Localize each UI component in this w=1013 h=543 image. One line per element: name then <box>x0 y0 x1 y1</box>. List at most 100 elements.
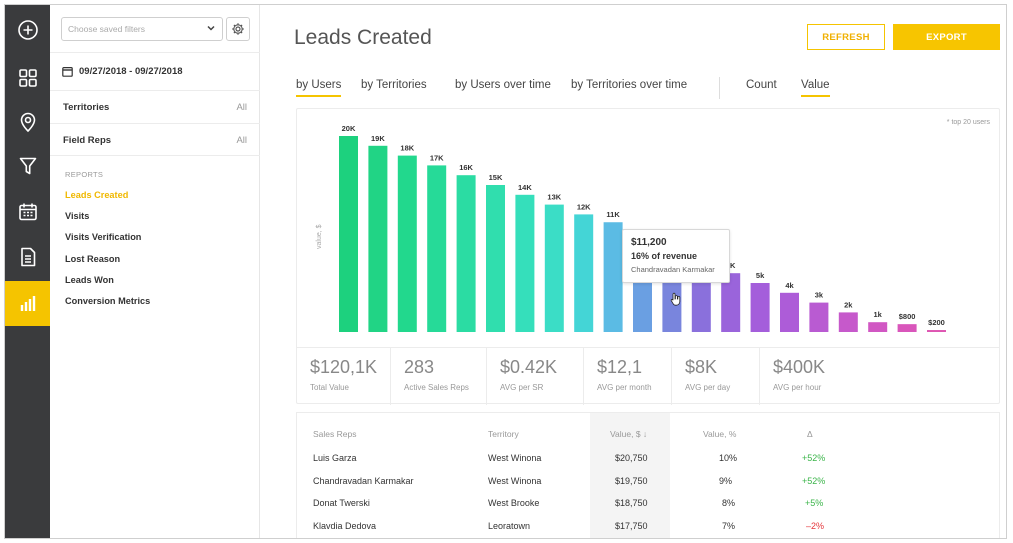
location-pin-icon[interactable] <box>5 101 50 143</box>
chart-bar[interactable] <box>368 145 388 332</box>
tab-by-users-over-time[interactable]: by Users over time <box>455 79 551 91</box>
tab-separator <box>719 77 720 99</box>
bar-value-label: 17K <box>430 153 444 162</box>
dashboard-icon[interactable] <box>5 57 50 99</box>
cell-delta: –2% <box>806 521 825 531</box>
cell-value: $18,750 <box>615 498 648 508</box>
kpi-value: $8K <box>685 357 718 377</box>
chart-bar[interactable] <box>515 194 535 332</box>
date-range-picker[interactable]: 09/27/2018 - 09/27/2018 <box>50 52 260 90</box>
cell-territory: West Brooke <box>488 498 540 508</box>
chart-bar[interactable] <box>486 185 505 332</box>
column-header-delta[interactable]: Δ <box>807 429 813 439</box>
add-icon[interactable] <box>5 9 50 51</box>
bar-chart-icon[interactable] <box>5 281 50 326</box>
cell-rep: Chandravadan Karmakar <box>313 476 414 486</box>
tooltip-share: 16% of revenue <box>631 251 698 261</box>
chart-bar[interactable] <box>809 302 829 332</box>
cell-delta: +5% <box>805 498 824 508</box>
chat-icon[interactable] <box>5 525 50 538</box>
tab-count[interactable]: Count <box>746 79 777 91</box>
app-window: Choose saved filters 09/27/2018 - 09/27/… <box>4 4 1007 539</box>
kpi-avg-per-day: $8K AVG per day <box>672 348 760 405</box>
chart-bar[interactable] <box>721 273 741 332</box>
bar-value-label: 18K <box>400 144 414 153</box>
table-row[interactable]: Luis Garza West Winona $20,750 10% +52% <box>297 453 999 476</box>
tab-by-users[interactable]: by Users <box>296 79 342 97</box>
filter-icon[interactable] <box>5 145 50 187</box>
chart-bar[interactable] <box>544 204 564 332</box>
column-header-value-pct[interactable]: Value, % <box>703 429 737 439</box>
report-link-visits[interactable]: Visits <box>65 211 90 222</box>
kpi-value: $400K <box>773 357 826 377</box>
chart-bar[interactable] <box>339 136 358 332</box>
column-header-value[interactable]: Value, $ ↓ <box>610 429 648 439</box>
bar-value-label: 1k <box>874 310 883 319</box>
cell-delta: +52% <box>802 476 826 486</box>
chart-bar[interactable] <box>897 324 917 332</box>
chart-bar[interactable] <box>603 222 623 332</box>
report-link-conversion-metrics[interactable]: Conversion Metrics <box>65 295 151 306</box>
chart-bar[interactable] <box>456 175 476 332</box>
kpi-row: $120,1K Total Value 283 Active Sales Rep… <box>297 347 999 405</box>
date-range-text: 09/27/2018 - 09/27/2018 <box>79 66 183 77</box>
cell-pct: 10% <box>719 453 738 463</box>
chart-bar[interactable] <box>927 330 946 332</box>
tab-value[interactable]: Value <box>801 79 830 97</box>
bar-value-label: 2k <box>844 300 853 309</box>
territories-filter[interactable]: Territories All <box>50 90 260 123</box>
sorted-column-highlight <box>590 413 670 538</box>
chart-bar[interactable] <box>397 155 417 332</box>
tab-by-territories-over-time[interactable]: by Territories over time <box>571 79 688 91</box>
cell-territory: West Winona <box>488 476 542 486</box>
filter-settings-button[interactable] <box>226 17 250 41</box>
chart-note: * top 20 users <box>946 119 990 126</box>
report-link-lost-reason[interactable]: Lost Reason <box>65 253 121 264</box>
kpi-avg-per-hour: $400K AVG per hour <box>760 348 999 405</box>
report-link-leads-won[interactable]: Leads Won <box>65 274 114 285</box>
bar-value-label: 13K <box>547 193 561 202</box>
tooltip-name: Chandravadan Karmakar <box>631 265 715 274</box>
chart-tooltip: $11,200 16% of revenue Chandravadan Karm… <box>622 229 730 283</box>
field-reps-label: Field Reps <box>63 134 112 146</box>
report-link-visits-verification[interactable]: Visits Verification <box>65 232 142 243</box>
table-row[interactable]: Donat Twerski West Brooke $18,750 8% +5% <box>297 498 999 521</box>
saved-filters-select[interactable]: Choose saved filters <box>61 17 223 41</box>
kpi-avg-per-month: $12,1 AVG per month <box>584 348 672 405</box>
document-icon[interactable] <box>5 236 50 278</box>
calendar-icon[interactable] <box>5 191 50 233</box>
bar-value-label: 14K <box>518 183 532 192</box>
chart-card: * top 20 users value, $ 20K 19K 18K 17K 16K 15… <box>296 108 1000 405</box>
cell-value: $17,750 <box>615 521 648 531</box>
kpi-label: AVG per SR <box>500 383 544 392</box>
kpi-value: $12,1 <box>597 357 643 377</box>
chart-bar[interactable] <box>750 283 770 332</box>
kpi-label: Active Sales Reps <box>404 383 469 392</box>
bar-value-label: 4k <box>785 281 794 290</box>
bar-value-label: $800 <box>899 312 916 321</box>
column-header-territory[interactable]: Territory <box>488 429 519 439</box>
reports-heading: REPORTS <box>65 170 104 179</box>
page-title: Leads Created <box>294 26 432 49</box>
cell-pct: 7% <box>722 521 736 531</box>
export-button[interactable]: EXPORT <box>893 24 1000 50</box>
tab-by-territories[interactable]: by Territories <box>361 79 427 91</box>
cell-value: $20,750 <box>615 453 648 463</box>
chart-bar[interactable] <box>868 322 888 332</box>
chart-bar[interactable] <box>574 214 594 332</box>
refresh-button[interactable]: REFRESH <box>807 24 885 50</box>
bar-value-label: 5k <box>756 271 765 280</box>
table-row[interactable]: Klavdia Dedova Leoratown $17,750 7% –2% <box>297 521 999 538</box>
cell-value: $19,750 <box>615 476 648 486</box>
chart-bar[interactable] <box>780 292 799 332</box>
bar-value-label: 3k <box>815 291 824 300</box>
chart-bar[interactable] <box>838 312 858 332</box>
report-link-leads-created[interactable]: Leads Created <box>65 190 129 200</box>
field-reps-filter[interactable]: Field Reps All <box>50 123 260 156</box>
bar-value-label: $200 <box>928 318 945 327</box>
table-row[interactable]: Chandravadan Karmakar West Winona $19,75… <box>297 476 999 499</box>
chart-bar[interactable] <box>427 165 447 332</box>
chevron-down-icon <box>207 25 215 31</box>
column-header-sales-reps[interactable]: Sales Reps <box>313 429 357 439</box>
cell-rep: Donat Twerski <box>313 498 370 508</box>
